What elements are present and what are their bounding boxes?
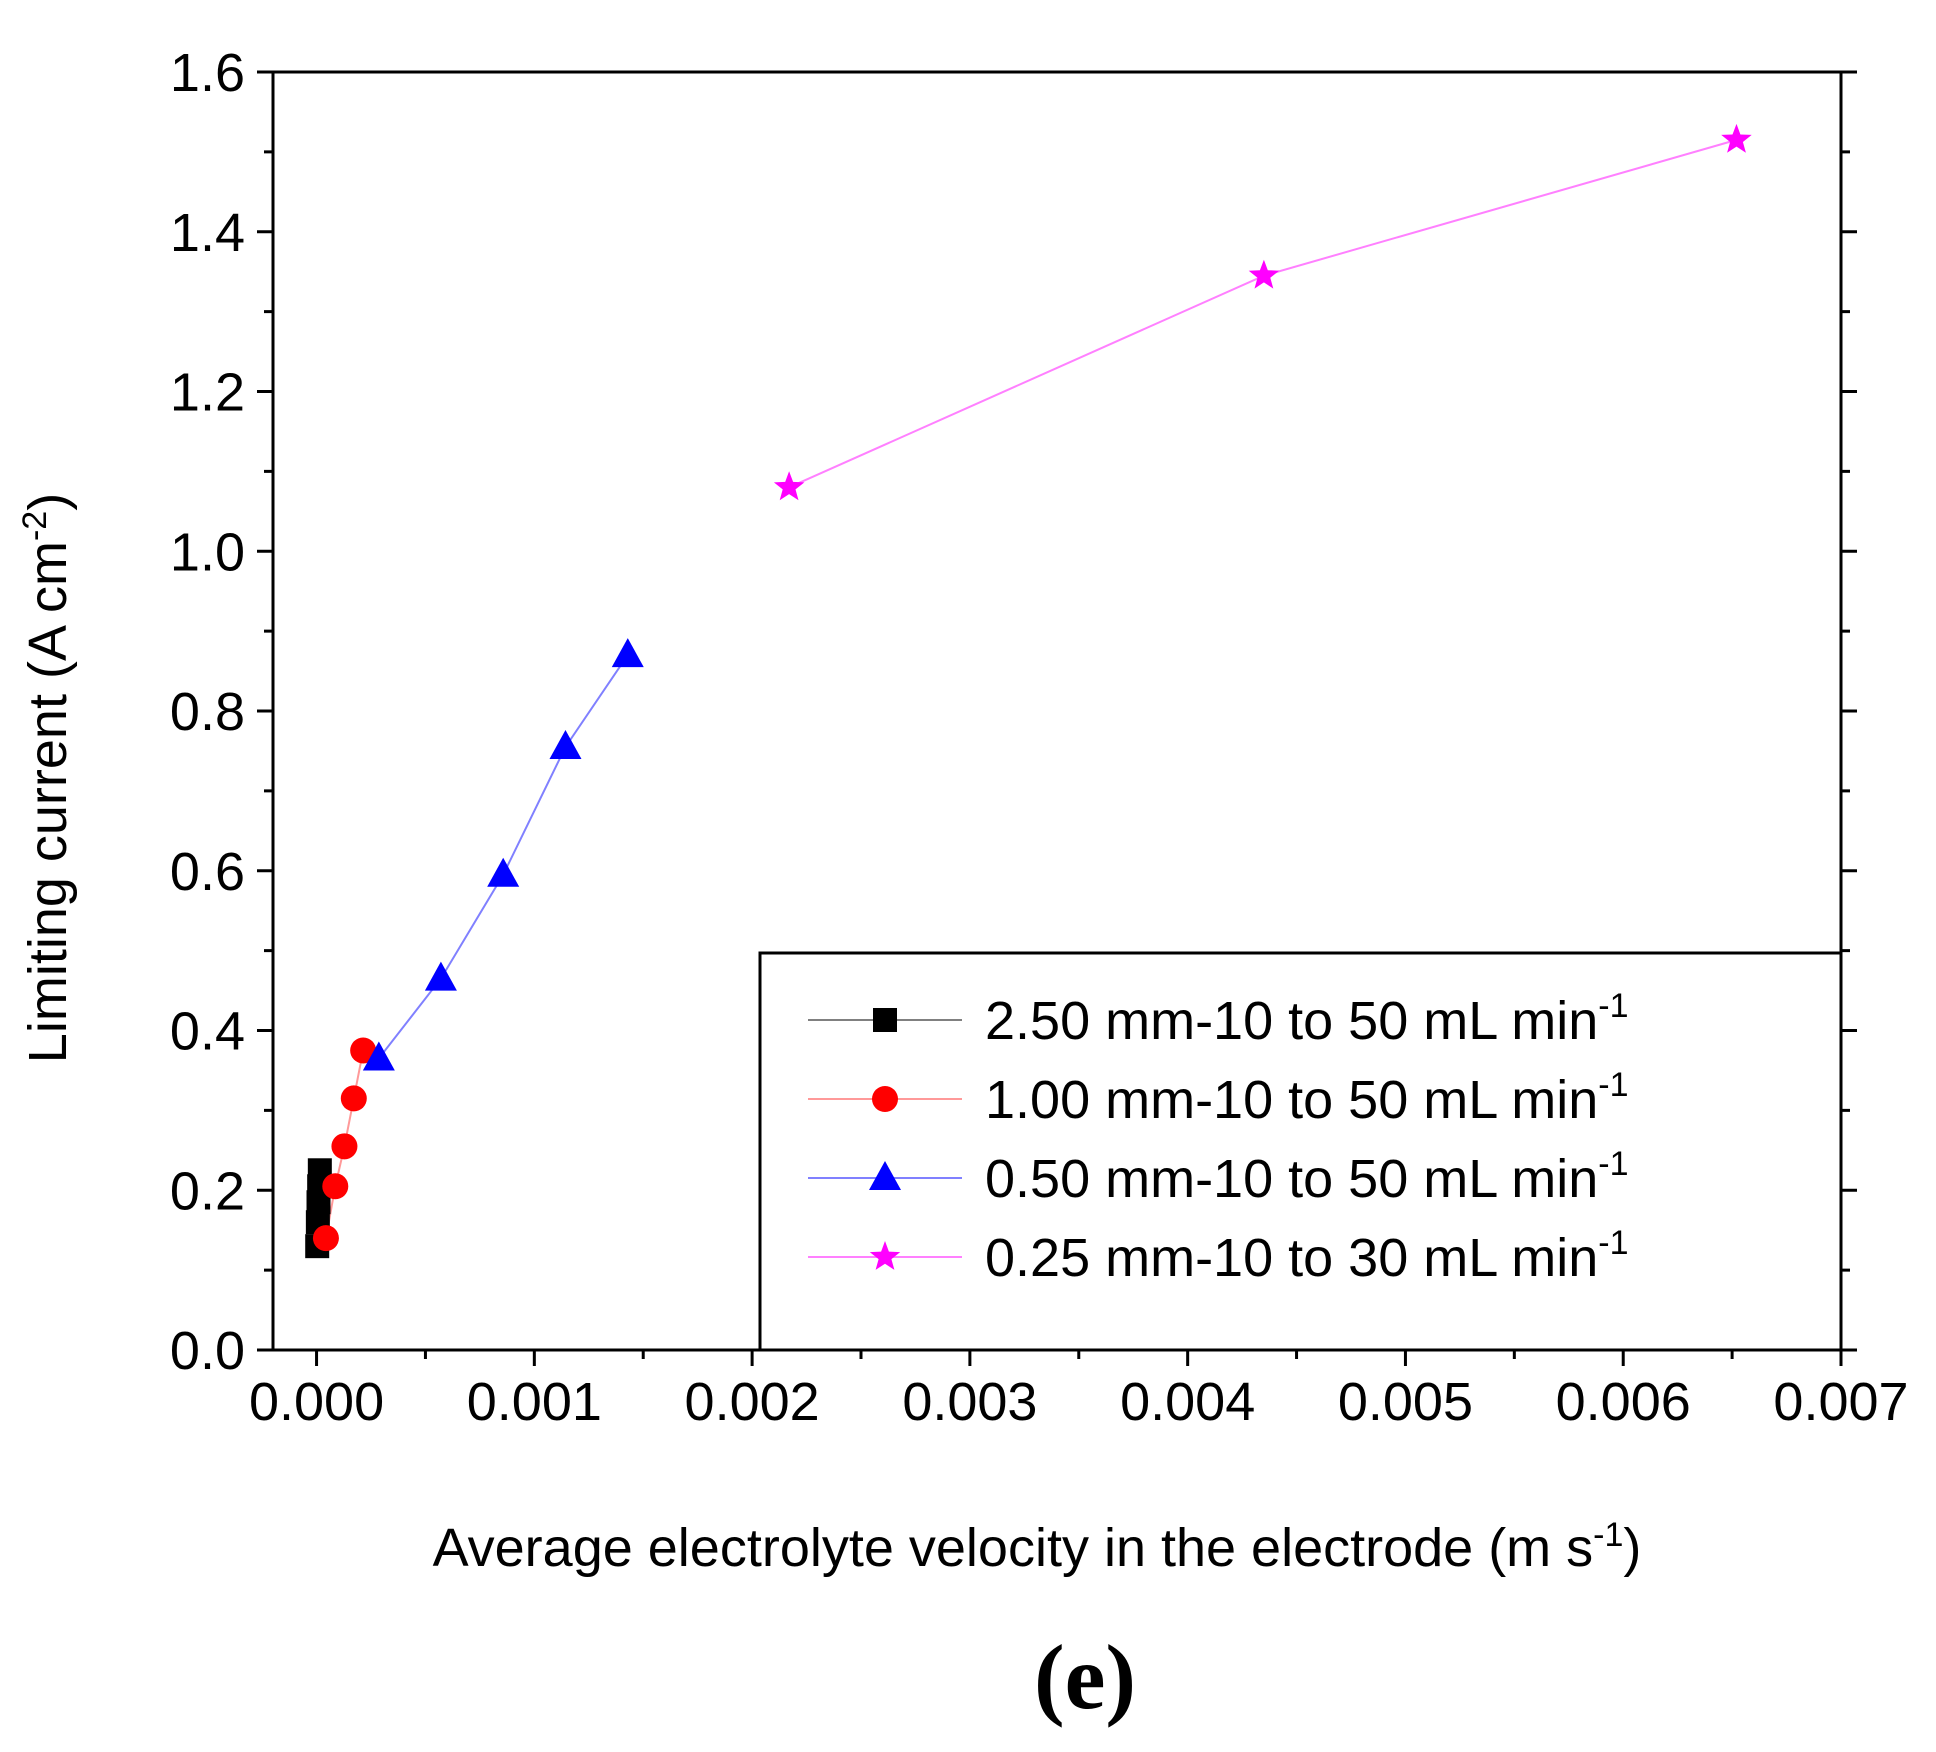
legend-marker xyxy=(873,1008,897,1032)
data-point xyxy=(312,1225,339,1252)
y-tick-label: 1.6 xyxy=(170,43,245,103)
x-tick-label: 0.002 xyxy=(685,1372,820,1432)
y-axis: 0.0 0.2 0.4 0.6 0.8 1.0 1.2 1.4 1.6 xyxy=(170,43,1857,1381)
legend-marker xyxy=(869,1161,901,1190)
y-tick-label: 0.2 xyxy=(170,1161,245,1221)
data-point xyxy=(424,961,457,991)
y-tick-label: 0.6 xyxy=(170,842,245,902)
data-point xyxy=(773,471,805,501)
x-tick-label: 0.003 xyxy=(902,1372,1037,1432)
x-tick-label: 0.004 xyxy=(1120,1372,1255,1432)
legend-marker xyxy=(872,1086,898,1112)
legend-label: 2.50 mm-10 to 50 mL min-1 xyxy=(985,987,1628,1051)
y-tick-label: 0.8 xyxy=(170,682,245,742)
x-axis-title: Average electrolyte velocity in the elec… xyxy=(433,1516,1642,1578)
x-tick-label: 0.001 xyxy=(467,1372,602,1432)
series-markers xyxy=(305,123,1752,1259)
data-point xyxy=(1721,123,1752,153)
data-point xyxy=(322,1173,349,1200)
x-tick-label: 0.005 xyxy=(1338,1372,1473,1432)
legend: 2.50 mm-10 to 50 mL min-1 1.00 mm-10 to 5… xyxy=(758,951,1843,1352)
y-axis-title: Limiting current (A cm-2) xyxy=(16,493,78,1063)
x-tick-label: 0.000 xyxy=(249,1372,384,1432)
y-tick-label: 1.2 xyxy=(170,363,245,423)
y-tick-label: 0.0 xyxy=(170,1321,245,1381)
series-line xyxy=(378,654,629,1060)
x-tick-label: 0.007 xyxy=(1773,1372,1908,1432)
data-point xyxy=(487,857,520,887)
data-point xyxy=(340,1085,367,1112)
data-point xyxy=(362,1041,395,1071)
series-line xyxy=(788,138,1737,489)
legend-label: 0.25 mm-10 to 30 mL min-1 xyxy=(985,1224,1628,1288)
y-tick-label: 0.4 xyxy=(170,1002,245,1062)
data-point xyxy=(331,1133,358,1160)
legend-marker xyxy=(869,1241,901,1270)
y-tick-label: 1.0 xyxy=(170,522,245,582)
panel-label: (e) xyxy=(1034,1626,1136,1728)
data-point xyxy=(350,1037,377,1064)
y-tick-label: 1.4 xyxy=(170,203,245,263)
x-tick-label: 0.006 xyxy=(1556,1372,1691,1432)
data-point xyxy=(1248,259,1280,289)
data-point xyxy=(549,729,582,759)
x-axis: 0.000 0.001 0.002 0.003 0.004 0.005 0.006 0.007 xyxy=(249,1350,1909,1432)
legend-label: 1.00 mm-10 to 50 mL min-1 xyxy=(985,1066,1628,1130)
data-point xyxy=(611,638,644,668)
legend-label: 0.50 mm-10 to 50 mL min-1 xyxy=(985,1145,1628,1209)
